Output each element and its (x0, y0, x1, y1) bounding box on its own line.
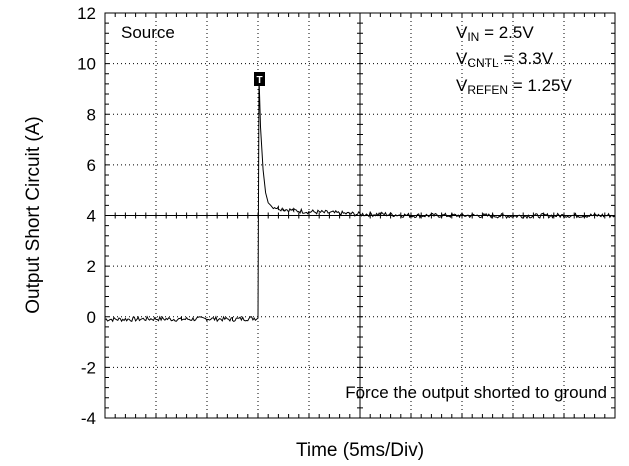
y-tick-label: 8 (87, 105, 96, 124)
trigger-label: T (256, 75, 262, 86)
grid (105, 13, 615, 418)
trigger-box (254, 72, 265, 86)
vin-main: V (456, 23, 468, 42)
footer-annotation: Force the output shorted to ground (345, 383, 607, 402)
series-line (104, 76, 616, 323)
y-axis-label: Output Short Circuit (A) (23, 116, 44, 313)
trigger-marker: T (254, 72, 265, 86)
vcntl-sub: CNTL (467, 56, 499, 70)
y-tick-label: 12 (77, 4, 96, 23)
y-tick-label: 0 (87, 308, 96, 327)
vcntl-annotation: VCNTL = 3.3V (456, 49, 554, 70)
vcntl-value: = 3.3V (499, 49, 554, 68)
y-tick-label: 6 (87, 156, 96, 175)
vrefen-annotation: VREFEN = 1.25V (456, 76, 572, 97)
y-tick-label: 10 (77, 55, 96, 74)
source-label: Source (121, 23, 175, 42)
vin-annotation: VIN = 2.5V (456, 23, 534, 44)
y-tick-label: -2 (81, 358, 96, 377)
vrefen-sub: REFEN (467, 83, 508, 97)
vcntl-main: V (456, 49, 468, 68)
y-tick-label: 2 (87, 257, 96, 276)
y-tick-label: 4 (87, 207, 96, 226)
vin-value: = 2.5V (479, 23, 534, 42)
vin-sub: IN (467, 30, 479, 44)
vrefen-main: V (456, 76, 468, 95)
x-axis-label: Time (5ms/Div) (296, 440, 424, 461)
y-tick-label: -4 (81, 409, 96, 428)
y-tick-labels: 12 10 8 6 4 2 0 -2 -4 (77, 4, 96, 428)
series-layer (104, 76, 616, 323)
vrefen-value: = 1.25V (508, 76, 572, 95)
